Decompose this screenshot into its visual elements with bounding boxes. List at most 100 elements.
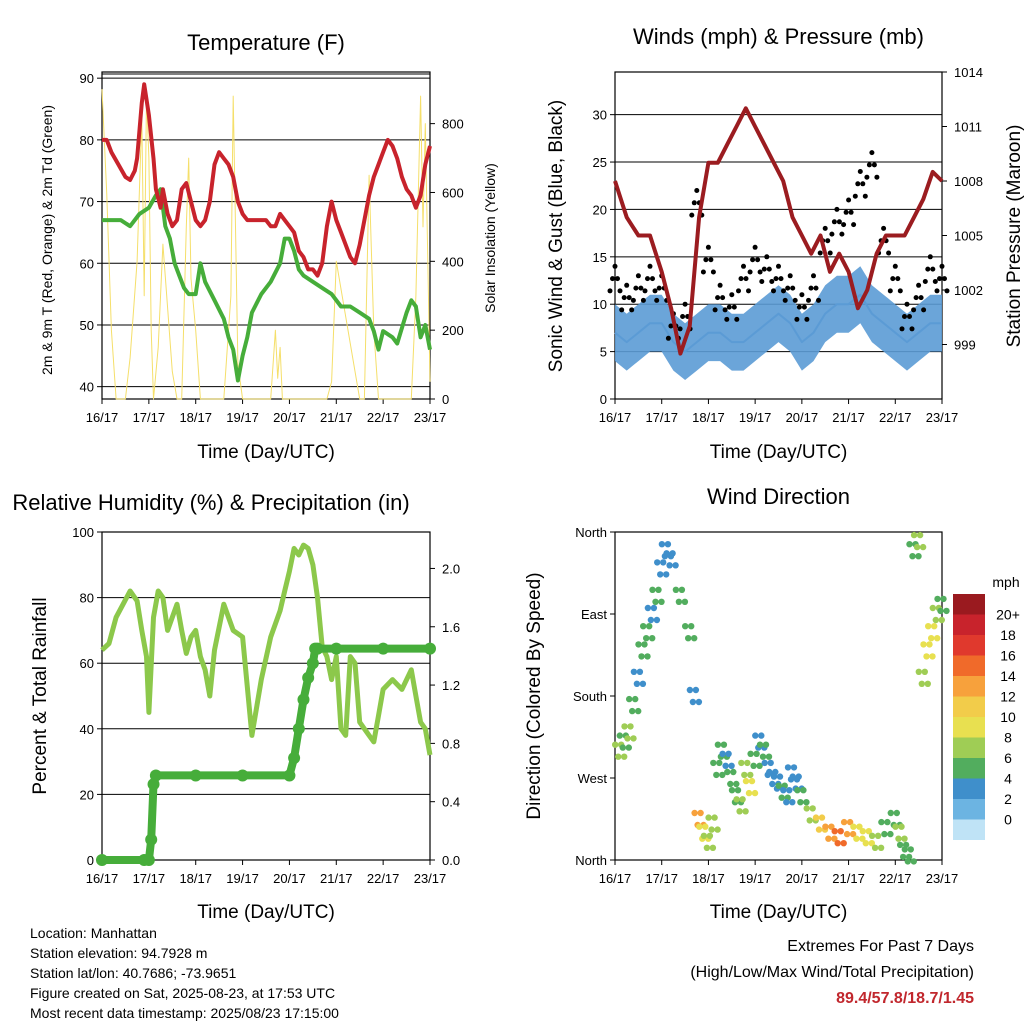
direction-point: [647, 616, 655, 624]
gust-point: [619, 307, 625, 313]
direction-point: [706, 832, 714, 839]
direction-point: [759, 753, 767, 760]
direction-point: [859, 828, 866, 835]
gust-point: [640, 297, 646, 303]
gust-point: [874, 174, 880, 180]
gust-point: [886, 250, 892, 256]
gust-point: [811, 273, 816, 279]
y-tick-label: 20: [593, 202, 607, 217]
y2-tick-label: 1014: [954, 65, 983, 80]
direction-point: [850, 823, 857, 830]
y-tick-label: 30: [593, 108, 607, 123]
direction-point: [751, 789, 759, 797]
gust-point: [829, 231, 835, 237]
gust-point: [827, 250, 833, 256]
x-tick-label: 19/17: [739, 410, 772, 425]
gust-point: [796, 304, 802, 310]
gust-point: [680, 314, 686, 319]
gust-point: [794, 316, 800, 322]
direction-point: [868, 840, 875, 847]
gust-point: [864, 174, 870, 180]
gust-point: [652, 288, 658, 294]
direction-point: [748, 777, 756, 785]
gust-point: [785, 285, 791, 291]
rainfall-point: [302, 671, 315, 684]
gust-point: [806, 297, 811, 303]
direction-point: [682, 623, 689, 630]
colorbar-label: 16: [1000, 648, 1016, 664]
direction-point: [644, 604, 652, 612]
direction-point: [789, 799, 796, 806]
y-tick-label: 100: [72, 525, 94, 540]
y2-tick-label: 0.0: [442, 853, 460, 868]
gust-point: [722, 307, 728, 313]
colorbar-swatch: [953, 819, 985, 840]
direction-point: [762, 741, 770, 748]
gust-point: [897, 288, 903, 294]
x-tick-label: 21/17: [832, 410, 865, 425]
gust-point: [668, 323, 674, 329]
y-tick-label: North: [575, 525, 607, 540]
direction-point: [629, 707, 636, 715]
y-axis-label: Sonic Wind & Gust (Blue, Black): [546, 100, 567, 372]
y-tick-label: West: [578, 771, 608, 786]
gust-point: [866, 162, 872, 168]
direction-point: [624, 735, 631, 742]
direction-point: [887, 809, 894, 817]
gust-point: [813, 285, 819, 291]
gust-point: [792, 297, 798, 303]
direction-point: [744, 759, 751, 767]
gust-point: [694, 188, 700, 193]
rainfall-point: [377, 642, 390, 655]
extremes-title: Extremes For Past 7 Days: [787, 938, 974, 955]
x-axis-label: Time (Day/UTC): [197, 442, 335, 463]
gust-point: [677, 326, 683, 332]
direction-point: [650, 604, 658, 612]
gust-point: [647, 263, 653, 269]
colorbar-label: 20+: [996, 607, 1020, 623]
direction-point: [654, 559, 661, 566]
direction-point: [923, 653, 930, 660]
gust-point: [743, 276, 749, 282]
y-tick-label: 40: [80, 722, 94, 737]
x-tick-label: 23/17: [414, 410, 447, 425]
rainfall-point: [236, 769, 249, 782]
direction-point: [747, 771, 754, 779]
direction-point: [797, 799, 804, 806]
gust-point: [927, 254, 933, 260]
direction-point: [635, 641, 642, 648]
y2-tick-label: 400: [442, 254, 464, 269]
direction-point: [778, 794, 785, 801]
direction-point: [641, 641, 648, 648]
direction-point: [691, 809, 698, 817]
x-tick-label: 19/17: [226, 410, 259, 425]
pressure-line: [613, 106, 944, 356]
direction-point: [795, 773, 802, 780]
gust-point: [759, 279, 765, 284]
direction-point: [719, 771, 726, 779]
direction-point: [822, 823, 829, 830]
extremes-values: 89.4/57.8/18.7/1.45: [836, 990, 974, 1007]
gust-point: [778, 276, 784, 282]
gust-point: [635, 273, 641, 279]
direction-point: [767, 759, 774, 767]
direction-point: [695, 698, 703, 706]
x-tick-label: 22/17: [879, 871, 912, 886]
direction-point: [859, 835, 866, 842]
direction-point: [730, 768, 737, 776]
direction-point: [892, 823, 899, 830]
gust-point: [617, 288, 623, 294]
direction-point: [658, 541, 666, 548]
direction-point: [924, 680, 931, 687]
colorbar-label: 4: [1004, 771, 1012, 787]
gust-point: [633, 285, 639, 291]
y2-tick-label: 600: [442, 185, 464, 200]
gust-point: [843, 209, 849, 215]
y-tick-label: 80: [80, 133, 94, 148]
gust-point: [860, 181, 866, 187]
x-tick-label: 16/17: [599, 871, 632, 886]
direction-point: [800, 787, 807, 794]
direction-point: [934, 635, 941, 642]
gust-point: [801, 304, 807, 310]
gust-point: [816, 297, 821, 303]
